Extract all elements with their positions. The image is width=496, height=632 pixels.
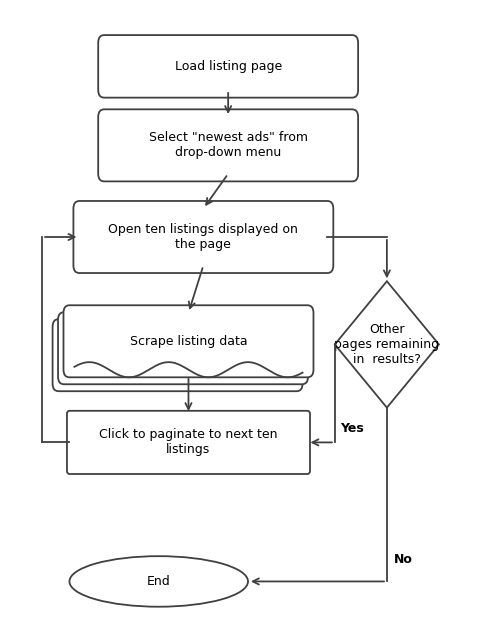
FancyBboxPatch shape [98, 35, 358, 97]
Text: Click to paginate to next ten
listings: Click to paginate to next ten listings [99, 428, 278, 456]
Text: Scrape listing data: Scrape listing data [129, 335, 248, 348]
Polygon shape [335, 281, 439, 408]
Text: No: No [394, 552, 413, 566]
Ellipse shape [69, 556, 248, 607]
Text: Yes: Yes [340, 422, 364, 435]
Text: Other
pages remaining
in  results?: Other pages remaining in results? [334, 323, 439, 366]
Text: Select "newest ads" from
drop-down menu: Select "newest ads" from drop-down menu [149, 131, 308, 159]
FancyBboxPatch shape [73, 201, 333, 273]
Text: End: End [147, 575, 171, 588]
FancyBboxPatch shape [58, 312, 308, 384]
Text: Open ten listings displayed on
the page: Open ten listings displayed on the page [109, 223, 298, 251]
FancyBboxPatch shape [67, 411, 310, 474]
Text: Load listing page: Load listing page [175, 60, 282, 73]
FancyBboxPatch shape [53, 319, 303, 391]
FancyBboxPatch shape [98, 109, 358, 181]
FancyBboxPatch shape [63, 305, 313, 377]
